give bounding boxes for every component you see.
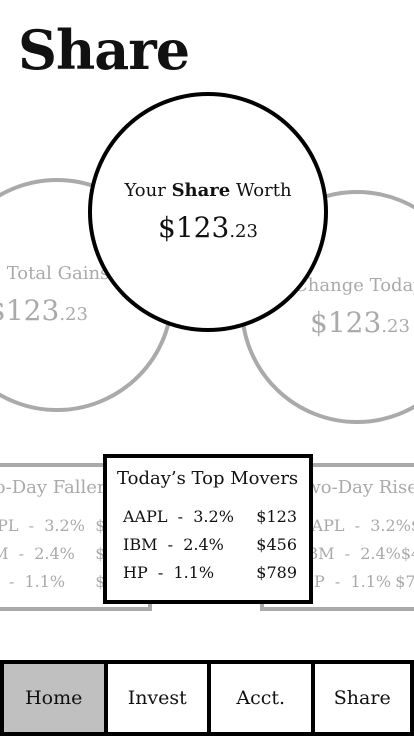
nav-tab[interactable]: Share <box>310 660 414 736</box>
worth-suffix: Worth <box>235 180 292 201</box>
movers-card: Today’s Top Movers AAPL - 3.2% $123 IBM - … <box>103 454 313 604</box>
mover-row: AAPL - 3.2% $123 <box>117 503 299 531</box>
change-cents: .23 <box>381 316 410 337</box>
mover-label: IBM - 2.4% <box>300 544 401 563</box>
mover-label: HP - 1.1% <box>123 563 215 582</box>
change-label: Change Today <box>294 275 414 296</box>
movers-title: Today’s Top Movers <box>117 468 299 489</box>
gains-dollars: $123 <box>0 294 60 327</box>
mover-row: HP - 1.1% $789 <box>117 559 299 587</box>
mover-price: $123 <box>256 507 297 526</box>
risers-title: Two-Day Risers <box>294 477 414 498</box>
fallers-title: Two-Day Fallers <box>0 477 115 498</box>
worth-dollars: $123 <box>158 211 230 244</box>
mover-price: $456 <box>256 535 297 554</box>
worth-cents: .23 <box>229 221 258 242</box>
nav-tab[interactable]: Invest <box>103 660 211 736</box>
gains-label: Total Gains <box>6 263 110 284</box>
mover-label: HP - 1.1% <box>300 572 392 591</box>
worth-emphasis: Share <box>171 180 231 201</box>
nav-tab[interactable]: Home <box>0 660 108 736</box>
nav-tab[interactable]: Acct. <box>207 660 315 736</box>
mover-label: AAPL - 3.2% <box>300 516 411 535</box>
worth-prefix: Your <box>124 180 166 201</box>
mover-row: IBM - 2.4% $456 <box>117 531 299 559</box>
mover-price: $456 <box>400 544 414 563</box>
change-dollars: $123 <box>310 306 382 339</box>
page-title: Share <box>18 18 190 82</box>
mover-price: $789 <box>395 572 414 591</box>
mover-label: AAPL - 3.2% <box>0 516 85 535</box>
worth-circle: Your Share Worth $123.23 <box>88 92 328 332</box>
mover-label: IBM - 2.4% <box>123 535 224 554</box>
mover-label: HP - 1.1% <box>8 572 66 591</box>
mover-price: $123 <box>411 512 414 540</box>
mover-price: $789 <box>256 563 297 582</box>
mover-label: AAPL - 3.2% <box>123 507 234 526</box>
gains-cents: .23 <box>59 304 88 325</box>
mover-label: IBM - 2.4% <box>0 544 75 563</box>
